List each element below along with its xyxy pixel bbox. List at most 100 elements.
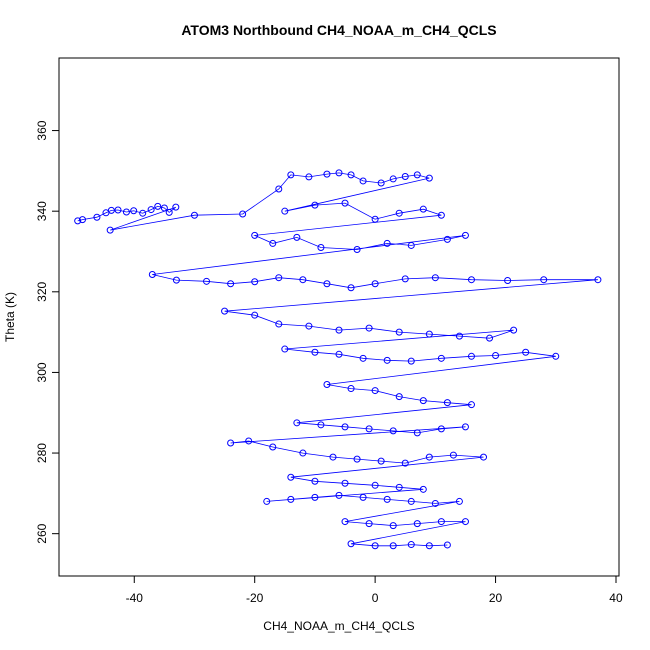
data-point [93,213,101,221]
data-point [419,205,427,213]
data-point [139,209,147,217]
data-point [383,495,391,503]
x-tick-label: 20 [489,591,503,605]
data-point [317,421,325,429]
data-point [461,231,469,239]
plot-area [74,169,602,550]
data-point [431,499,439,507]
data-point [371,280,379,288]
data-point [425,330,433,338]
data-point [359,493,367,501]
data-point [510,326,518,334]
data-point [275,320,283,328]
data-point [389,175,397,183]
data-point [311,348,319,356]
data-point [172,276,180,284]
data-point [221,307,229,315]
data-point [365,520,373,528]
data-point [335,169,343,177]
data-point [461,423,469,431]
data-point [467,352,475,360]
data-point [347,171,355,179]
data-point [371,542,379,550]
data-point [425,542,433,550]
data-point [341,479,349,487]
data-point [401,275,409,283]
y-axis-label: Theta (K) [3,292,17,342]
y-tick-label: 360 [35,120,49,140]
x-tick-label: -40 [126,591,144,605]
data-point [335,326,343,334]
data-point [203,277,211,285]
data-point [389,542,397,550]
x-tick-label: 40 [609,591,623,605]
data-point [407,497,415,505]
data-point [401,173,409,181]
data-point [347,540,355,548]
data-point [359,354,367,362]
data-point [449,451,457,459]
data-point [341,199,349,207]
data-point [160,204,168,212]
data-point [269,443,277,451]
data-point [147,206,155,214]
data-point [443,399,451,407]
data-point [299,449,307,457]
data-point [443,235,451,243]
data-point [353,245,361,253]
data-point [275,274,283,282]
y-axis: 260 280 300 320 340 360 [35,120,60,544]
y-tick-label: 260 [35,523,49,543]
data-point [329,453,337,461]
data-point [293,233,301,241]
data-point [486,334,494,342]
data-point [293,419,301,427]
data-point [383,239,391,247]
chart-title: ATOM3 Northbound CH4_NOAA_m_CH4_QCLS [181,22,496,38]
data-point [395,328,403,336]
data-point [504,277,512,285]
x-tick-label: -20 [246,591,264,605]
data-point [347,284,355,292]
data-point [377,457,385,465]
data-point [251,311,259,319]
data-point [437,354,445,362]
data-point [425,174,433,182]
data-point [437,211,445,219]
data-point [172,203,180,211]
data-point [431,274,439,282]
data-point [335,350,343,358]
data-point [359,177,367,185]
x-tick-label: 0 [372,591,379,605]
data-point [371,481,379,489]
data-point [413,520,421,528]
data-point [165,208,173,216]
y-tick-label: 280 [35,443,49,463]
data-point [347,385,355,393]
y-tick-label: 320 [35,281,49,301]
y-tick-label: 300 [35,362,49,382]
data-point [389,427,397,435]
y-tick-label: 340 [35,201,49,221]
data-point [323,381,331,389]
data-point [251,278,259,286]
data-point [401,459,409,467]
data-point [122,208,130,216]
data-point [106,226,114,234]
data-point [419,485,427,493]
data-point [227,439,235,447]
data-point [190,211,198,219]
data-point [323,280,331,288]
data-point [78,216,86,224]
data-point [467,401,475,409]
data-point [407,541,415,549]
data-point [154,202,162,210]
data-point [552,352,560,360]
data-point [107,206,115,214]
data-point [540,276,548,284]
data-point [413,429,421,437]
data-point [461,518,469,526]
data-point [395,393,403,401]
data-point [492,351,500,359]
